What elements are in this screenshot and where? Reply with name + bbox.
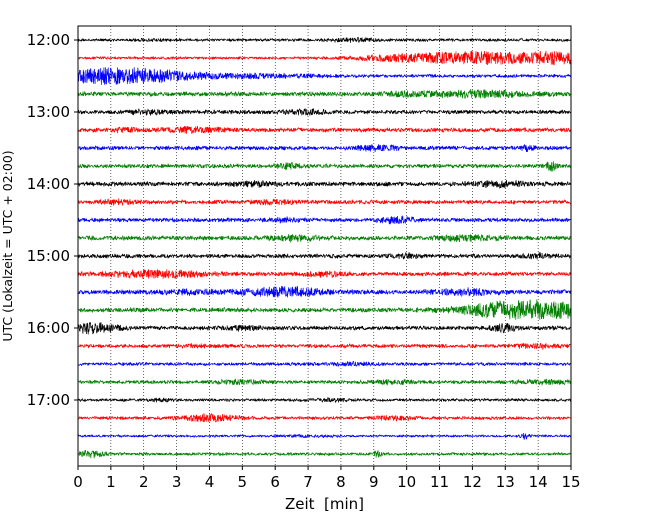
seismogram-trace	[77, 269, 572, 279]
seismogram-trace	[77, 179, 572, 189]
x-axis-ticks: 0 1 2 3 4 5 6 7 8 9 10 11 12 13 14 15	[73, 466, 581, 491]
seismogram-trace	[77, 413, 572, 423]
x-tick-label: 5	[238, 473, 248, 491]
x-tick-label: 15	[561, 473, 580, 491]
y-axis-ticks: 12:00 13:00 14:00 15:00 16:00 17:00	[27, 31, 78, 409]
seismogram-trace	[77, 215, 572, 225]
x-tick-label: 1	[106, 473, 116, 491]
vertical-gridlines	[110, 26, 539, 466]
seismogram-trace	[77, 397, 572, 403]
seismogram-trace	[77, 252, 572, 260]
x-tick-label: 11	[430, 473, 449, 491]
x-tick-label: 14	[529, 473, 548, 491]
x-tick-label: 12	[463, 473, 482, 491]
x-tick-label: 8	[336, 473, 346, 491]
x-tick-label: 4	[205, 473, 215, 491]
seismogram-trace	[77, 299, 572, 320]
seismogram-trace	[77, 144, 572, 153]
seismogram-traces	[77, 37, 572, 459]
x-tick-label: 13	[496, 473, 515, 491]
x-tick-label: 7	[303, 473, 313, 491]
seismogram-trace	[77, 234, 572, 243]
y-tick-label: 17:00	[27, 391, 70, 409]
y-tick-label: 14:00	[27, 175, 70, 193]
seismogram-trace	[77, 285, 572, 298]
plot-frame	[77, 25, 572, 467]
seismogram-trace	[77, 432, 572, 440]
y-tick-label: 15:00	[27, 247, 70, 265]
x-tick-label: 10	[397, 473, 416, 491]
x-axis-label: Zeit [min]	[285, 495, 364, 513]
y-tick-label: 16:00	[27, 319, 70, 337]
y-axis-label: UTC (Lokalzeit = UTC + 02:00)	[0, 150, 15, 341]
x-tick-label: 3	[172, 473, 182, 491]
seismogram-trace	[77, 108, 572, 116]
seismogram-trace	[77, 125, 572, 134]
seismogram-trace	[77, 89, 572, 99]
seismogram-trace	[77, 67, 572, 85]
seismogram-trace	[77, 322, 572, 335]
x-tick-label: 2	[139, 473, 149, 491]
seismogram-trace	[77, 50, 572, 66]
x-tick-label: 6	[270, 473, 280, 491]
seismogram-trace	[77, 361, 572, 367]
seismogram-trace	[77, 378, 572, 386]
seismogram-trace	[77, 161, 572, 172]
seismogram-trace	[77, 37, 572, 43]
x-tick-label: 0	[73, 473, 83, 491]
y-tick-label: 12:00	[27, 31, 70, 49]
x-tick-label: 9	[369, 473, 379, 491]
y-tick-label: 13:00	[27, 103, 70, 121]
seismogram-trace	[77, 198, 572, 206]
seismogram-trace	[77, 450, 572, 459]
seismogram-trace	[77, 342, 572, 350]
